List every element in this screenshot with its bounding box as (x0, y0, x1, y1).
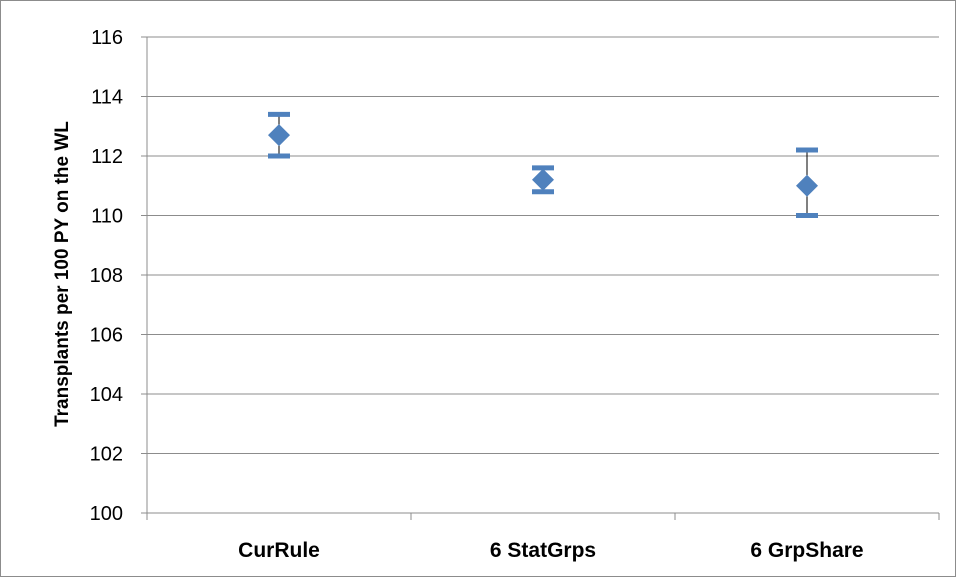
x-tick-label: 6 GrpShare (750, 539, 863, 562)
y-tick-label: 104 (90, 384, 123, 406)
y-tick-label: 108 (90, 265, 123, 287)
x-tick-label: 6 StatGrps (490, 539, 596, 562)
data-point-marker (796, 174, 818, 197)
y-tick-label: 116 (91, 27, 123, 49)
y-tick-label: 114 (91, 87, 123, 109)
error-bars (268, 111, 818, 218)
y-tick-label: 106 (90, 325, 123, 347)
x-tick-label: CurRule (238, 539, 320, 562)
y-tick-label: 110 (91, 206, 123, 228)
x-axis: CurRule 6 StatGrps 6 GrpShare (146, 513, 940, 562)
data-point-marker (268, 124, 290, 147)
data-points (268, 124, 818, 197)
data-point-marker (532, 168, 554, 191)
y-tick-label: 112 (91, 146, 123, 168)
y-tick-label: 102 (90, 444, 123, 466)
y-tick-labels: 100 102 104 106 108 110 112 114 116 (90, 27, 123, 525)
y-axis-title: Transplants per 100 PY on the WL (52, 121, 73, 427)
y-tick-label: 100 (90, 503, 123, 525)
gridlines (141, 36, 939, 514)
